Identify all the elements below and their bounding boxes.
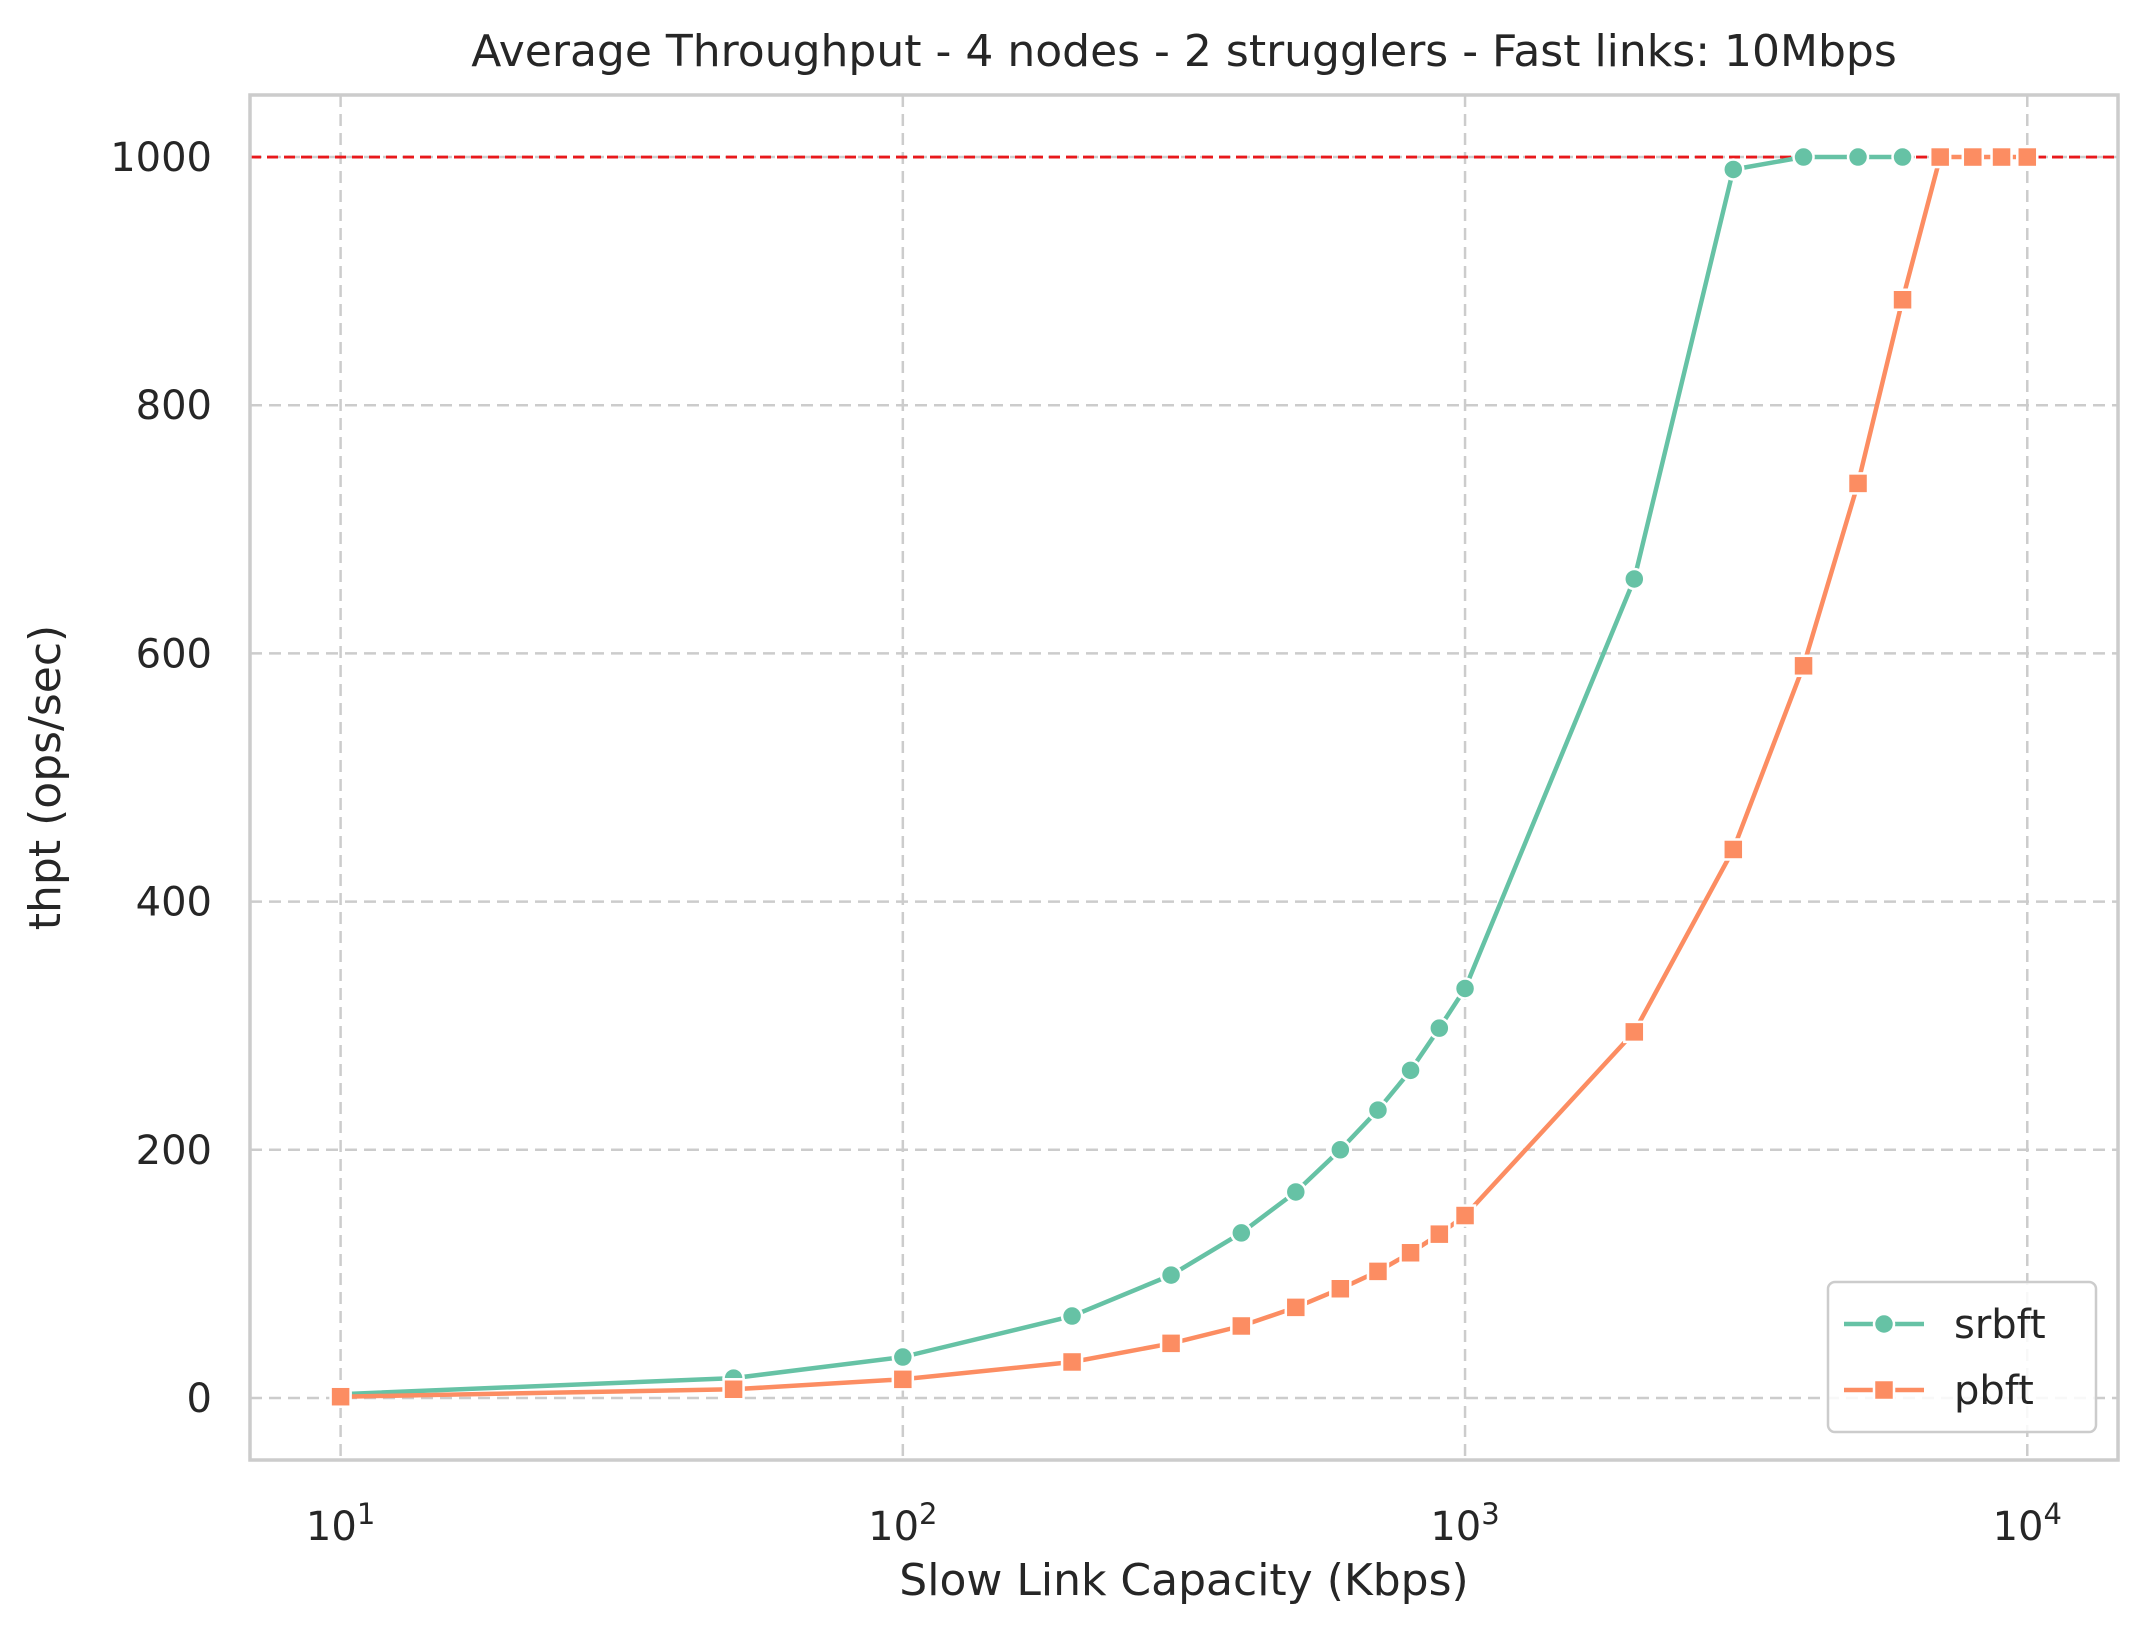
x-tick-label: 104 [1993, 1497, 2062, 1550]
data-point-pbft [1230, 1314, 1253, 1338]
data-point-srbft [1846, 145, 1870, 169]
x-tick-label: 103 [1430, 1497, 1499, 1550]
data-point-srbft [1329, 1138, 1352, 1162]
data-point-srbft [1060, 1304, 1084, 1328]
data-point-pbft [1891, 288, 1914, 311]
legend-label-pbft: pbft [1954, 1368, 2034, 1414]
y-tick-label: 200 [136, 1128, 212, 1174]
data-point-pbft [329, 1385, 352, 1408]
data-point-pbft [1284, 1296, 1308, 1319]
data-point-pbft [1792, 654, 1815, 678]
x-axis-label: Slow Link Capacity (Kbps) [899, 1555, 1468, 1606]
data-point-pbft [1428, 1222, 1451, 1246]
series-pbft [329, 145, 2039, 1408]
y-tick-label: 1000 [110, 135, 212, 181]
data-point-pbft [1366, 1260, 1390, 1283]
y-tick-label: 800 [136, 383, 212, 429]
data-point-srbft [891, 1345, 915, 1369]
y-axis-label: thpt (ops/sec) [20, 625, 71, 930]
series-line-srbft [340, 154, 1903, 1397]
data-point-pbft [2016, 145, 2039, 169]
chart-title: Average Throughput - 4 nodes - 2 struggl… [471, 26, 1897, 77]
y-tick-label: 600 [136, 631, 212, 677]
data-point-pbft [1623, 1020, 1646, 1044]
data-point-srbft [1284, 1180, 1308, 1204]
data-point-pbft [1990, 145, 2013, 169]
data-point-pbft [1159, 1332, 1183, 1355]
legend: srbft pbft [1826, 1280, 2098, 1434]
data-point-pbft [1399, 1241, 1422, 1265]
grid-layer [250, 95, 2118, 1460]
data-point-srbft [1230, 1221, 1253, 1245]
y-tick-label: 400 [136, 880, 212, 926]
data-point-pbft [1961, 145, 1985, 169]
data-point-srbft [1792, 145, 1815, 169]
plot-frame [248, 93, 2120, 1462]
legend-marker-pbft [1872, 1378, 1896, 1402]
legend-marker-srbft [1872, 1312, 1896, 1336]
data-point-srbft [1722, 158, 1745, 181]
data-point-srbft [1399, 1059, 1422, 1082]
data-point-pbft [1453, 1204, 1477, 1227]
data-point-srbft [1159, 1263, 1183, 1287]
data-point-pbft [1060, 1350, 1084, 1374]
data-point-pbft [1928, 145, 1952, 169]
x-tick-label: 102 [868, 1497, 937, 1550]
y-tick-label: 0 [187, 1376, 212, 1422]
x-tick-label: 101 [306, 1497, 375, 1550]
data-point-srbft [1428, 1016, 1451, 1040]
data-point-srbft [1366, 1098, 1390, 1122]
series-srbft [329, 145, 1914, 1406]
tick-label-layer: 101 102 103 104 0 200 400 600 800 1000 [110, 135, 2062, 1550]
data-point-pbft [1846, 472, 1870, 495]
data-point-srbft [1453, 977, 1477, 1000]
series-line-pbft [340, 154, 2028, 1399]
series-layer [329, 145, 2039, 1408]
data-point-srbft [1623, 567, 1646, 591]
data-point-pbft [1722, 838, 1745, 861]
data-point-pbft [891, 1368, 915, 1391]
data-point-srbft [1891, 145, 1914, 169]
data-point-pbft [1329, 1277, 1352, 1301]
legend-label-srbft: srbft [1954, 1302, 2046, 1348]
data-point-pbft [722, 1378, 745, 1401]
